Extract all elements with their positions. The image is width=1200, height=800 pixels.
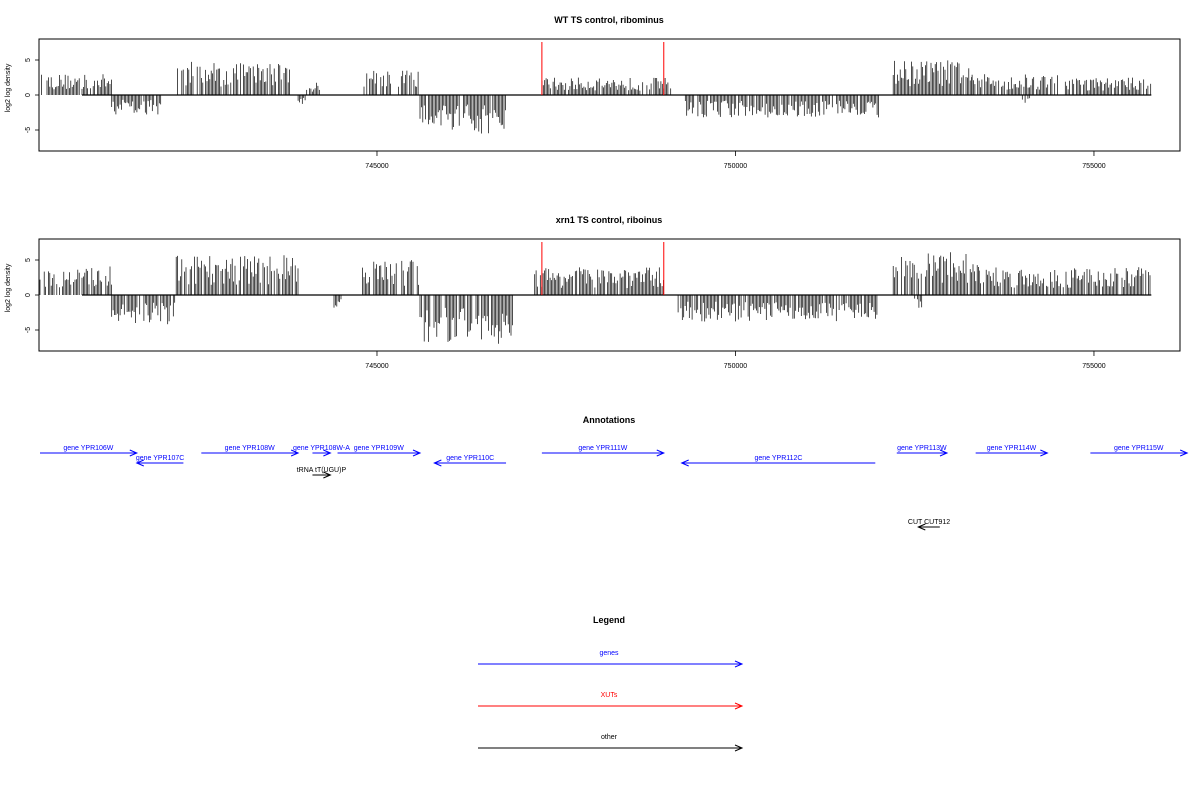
arrowhead	[1040, 449, 1049, 457]
y-axis: -5 0 5	[25, 258, 39, 333]
y-axis: -5 0 5	[25, 58, 39, 133]
coverage-panel-wt: WT TS control, ribominus log2 log densit…	[5, 15, 1181, 170]
feature-label: gene YPR110C	[446, 455, 494, 462]
y-tick-label: 0	[25, 293, 32, 297]
feature-label: gene YPR113W	[897, 445, 947, 452]
panel-title: WT TS control, ribominus	[554, 15, 664, 25]
legend-entries: genes XUTs other	[478, 650, 744, 752]
x-tick-label: 755000	[1082, 163, 1105, 170]
arrowhead	[433, 459, 442, 467]
feature-label: CUT CUT912	[908, 519, 950, 526]
feature-label: gene YPR112C	[754, 455, 802, 462]
bars-group	[39, 242, 1152, 344]
x-tick-label: 755000	[1082, 363, 1105, 370]
legend-label: XUTs	[601, 692, 618, 699]
arrowhead	[656, 449, 666, 457]
coverage-panel-xrn1: xrn1 TS control, riboinus log2 log densi…	[5, 215, 1181, 370]
arrowhead	[1179, 449, 1189, 457]
x-tick-label: 745000	[365, 163, 388, 170]
y-tick-label: 5	[25, 58, 32, 62]
feature-label: gene YPR108W	[225, 445, 275, 452]
x-axis: 745000 750000 755000	[365, 351, 1106, 370]
x-axis: 745000 750000 755000	[365, 151, 1106, 170]
x-tick-label: 750000	[724, 363, 747, 370]
arrowhead	[290, 449, 300, 457]
legend-label: genes	[599, 650, 619, 657]
feature-label: gene YPR115W	[1114, 445, 1164, 452]
feature-label: gene YPR114W	[987, 445, 1037, 452]
y-tick-label: -5	[25, 127, 32, 133]
y-axis-label: log2 log density	[5, 263, 12, 312]
annotation-features: gene YPR106W gene YPR107C gene YPR108W gene…	[40, 445, 1189, 531]
legend: Legend genes XUTs other	[478, 615, 744, 752]
arrowhead	[323, 471, 332, 479]
arrowhead	[939, 449, 949, 457]
arrowhead	[135, 459, 144, 467]
legend-arrowhead	[734, 702, 744, 710]
legend-arrowhead	[734, 744, 744, 752]
panel-title: xrn1 TS control, riboinus	[556, 215, 663, 225]
arrowhead	[129, 449, 139, 457]
y-tick-label: -5	[25, 327, 32, 333]
feature-label: gene YPR106W	[63, 445, 113, 452]
feature-label: gene YPR111W	[578, 445, 627, 452]
legend-arrowhead	[734, 660, 744, 668]
x-tick-label: 745000	[365, 363, 388, 370]
feature-label: gene YPR107C	[136, 455, 185, 462]
y-tick-label: 0	[25, 93, 32, 97]
arrowhead	[323, 449, 332, 457]
feature-label: gene YPR108W-A	[293, 445, 350, 452]
feature-label: gene YPR109W	[354, 445, 404, 452]
arrowhead	[680, 459, 689, 467]
arrowhead	[917, 523, 926, 531]
y-tick-label: 5	[25, 258, 32, 262]
feature-label: tRNA tT(UGU)P	[297, 467, 347, 474]
y-axis-label: log2 log density	[5, 63, 12, 112]
bars-group	[41, 42, 1152, 134]
legend-title: Legend	[593, 615, 625, 625]
annotations-title: Annotations	[583, 415, 636, 425]
x-tick-label: 750000	[724, 163, 747, 170]
legend-label: other	[601, 734, 618, 741]
arrowhead	[412, 449, 422, 457]
